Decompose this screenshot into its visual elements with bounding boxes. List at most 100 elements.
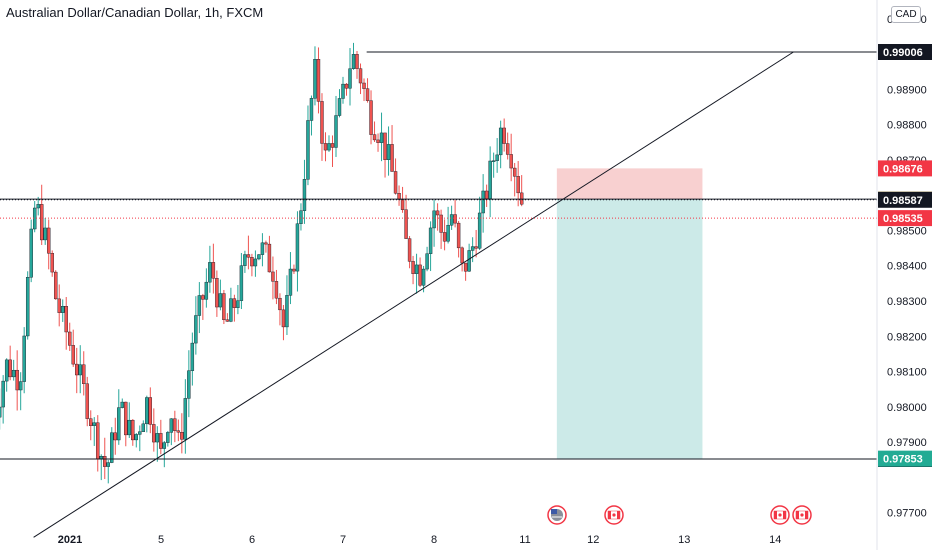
candle-body <box>316 59 321 102</box>
candle <box>509 133 513 182</box>
candle <box>57 284 61 327</box>
candle <box>365 78 370 103</box>
candle-body <box>29 228 33 278</box>
candles <box>0 42 524 484</box>
take-profit-zone[interactable] <box>556 199 703 459</box>
candle-body <box>306 120 310 180</box>
candle-body <box>138 431 142 435</box>
flag-band-left <box>774 511 777 519</box>
candle-body <box>292 268 296 272</box>
candle-body <box>470 246 475 251</box>
candle <box>323 132 328 162</box>
candle-body <box>225 319 230 322</box>
candle <box>99 454 103 481</box>
candle <box>253 250 258 277</box>
candle <box>113 417 117 455</box>
price-tick-label: 0.97700 <box>887 508 927 520</box>
candle-body <box>498 127 503 156</box>
candle-body <box>446 224 450 242</box>
candle <box>278 293 282 326</box>
candle-body <box>442 232 447 242</box>
candle-body <box>124 401 128 436</box>
candle-body <box>519 192 524 205</box>
candle-body <box>453 214 457 224</box>
candle-body <box>145 397 149 425</box>
candle <box>236 285 240 315</box>
canada-flag-icon[interactable] <box>770 505 790 525</box>
candle-body <box>260 242 265 255</box>
flag-canton <box>551 509 557 514</box>
candle <box>281 305 286 341</box>
stop-loss-zone[interactable] <box>556 168 703 200</box>
candle-body <box>414 264 419 274</box>
candle <box>449 205 454 230</box>
candle <box>71 329 75 367</box>
candle <box>176 419 181 442</box>
candle <box>68 322 72 351</box>
candle-body <box>491 160 496 162</box>
candle <box>327 135 331 152</box>
price-axis[interactable]: 0.97700 0.97900 0.98000 0.98100 0.98200 0.983… <box>887 14 927 520</box>
price-tick-label: 0.98100 <box>887 367 927 379</box>
candle-body <box>421 268 426 286</box>
currency-badge[interactable]: CAD <box>891 6 921 23</box>
candle <box>411 255 415 285</box>
candle <box>274 269 279 305</box>
flag-band-left <box>608 511 611 519</box>
candle-body <box>211 262 216 279</box>
candle-body <box>162 442 167 449</box>
time-tick-label: 14 <box>769 534 781 546</box>
candle-body <box>134 434 138 441</box>
candle-body <box>278 297 282 311</box>
us-flag-icon[interactable] <box>547 505 567 525</box>
canada-flag-icon[interactable] <box>604 505 624 525</box>
candle <box>386 126 391 176</box>
time-tick-label: 5 <box>158 534 164 546</box>
candle-body <box>463 262 468 272</box>
price-label: 0.98676 <box>878 160 932 177</box>
time-axis[interactable]: 2021 5 6 7 8 11 12 13 14 <box>58 534 782 546</box>
candle-body <box>407 238 412 262</box>
candle-body <box>449 214 454 226</box>
candle-body <box>484 190 489 199</box>
candle-body <box>502 127 506 144</box>
candle <box>120 398 124 409</box>
candle-body <box>372 134 377 141</box>
candle <box>372 121 377 143</box>
candle <box>39 184 44 245</box>
candle <box>456 220 461 258</box>
chart-title: Australian Dollar/Canadian Dollar, 1h, F… <box>6 5 264 20</box>
trendline[interactable] <box>33 51 794 538</box>
candle-body <box>4 359 9 382</box>
canada-flag-icon[interactable] <box>792 505 812 525</box>
time-tick-label: 13 <box>678 534 690 546</box>
candle <box>397 185 401 206</box>
candle-body <box>180 432 184 440</box>
candle-body <box>120 401 124 408</box>
flag-leaf <box>800 513 804 517</box>
candle-body <box>509 154 513 169</box>
candle-body <box>309 98 314 121</box>
candle <box>484 184 489 207</box>
candle <box>474 229 478 258</box>
candle <box>498 120 503 169</box>
candle-body <box>54 271 58 300</box>
candle <box>481 174 485 233</box>
candle <box>316 47 321 114</box>
candle <box>4 358 9 392</box>
candle <box>393 158 398 195</box>
flag-band-right <box>783 511 786 519</box>
economic-events[interactable] <box>547 505 812 525</box>
candle <box>264 240 268 253</box>
candle <box>512 162 517 197</box>
candle <box>351 42 356 70</box>
candle <box>295 211 300 292</box>
price-label-text: 0.99006 <box>883 47 923 59</box>
price-tick-label: 0.98800 <box>887 120 927 132</box>
drawings[interactable] <box>0 51 877 538</box>
candle <box>0 388 2 430</box>
candle <box>218 279 223 311</box>
candle-body <box>274 281 279 299</box>
